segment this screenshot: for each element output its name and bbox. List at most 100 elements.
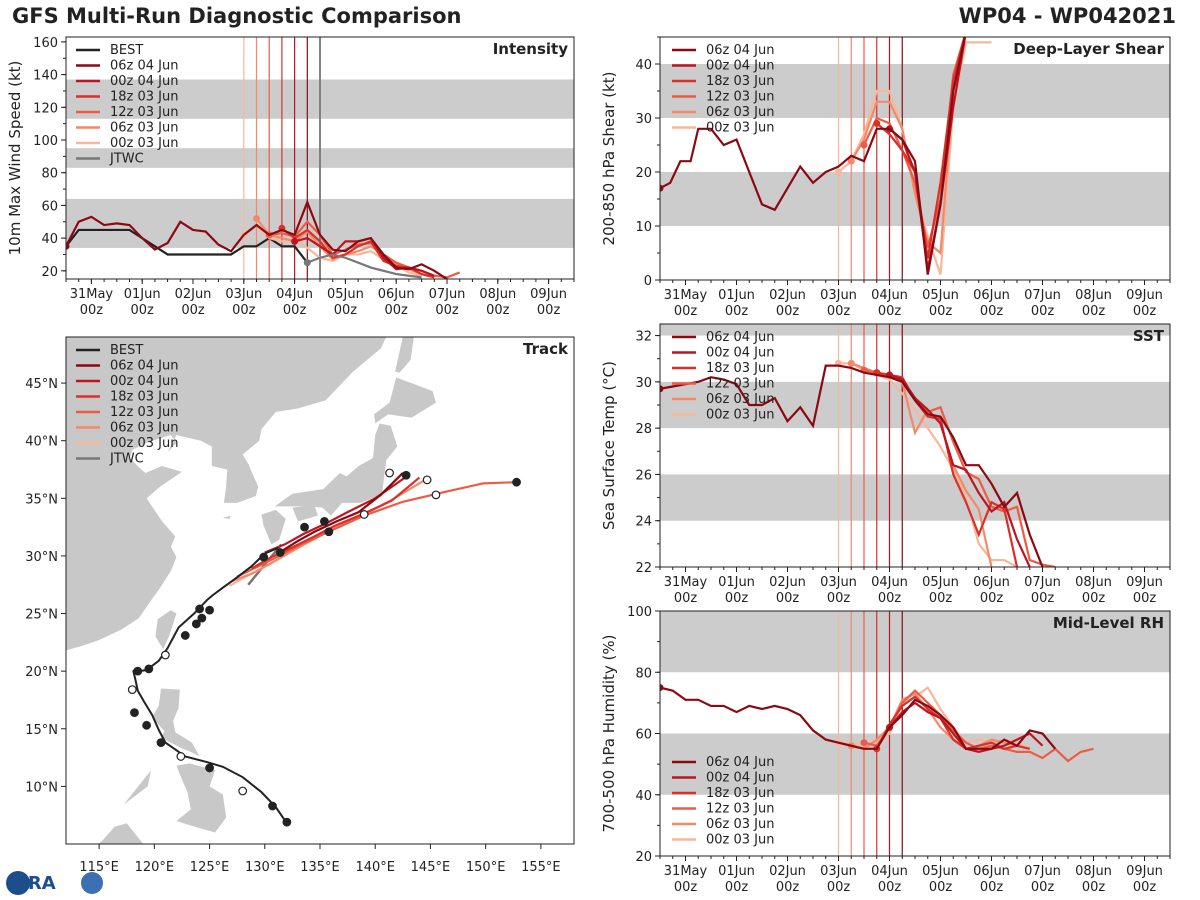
rh-xtick-label: 01Jun (718, 864, 755, 879)
borneo-land (66, 823, 144, 844)
intensity-plot-area (66, 37, 574, 279)
rh-xtick-label: 08Jun (1075, 864, 1112, 879)
rh-xtick-label: 07Jun (1024, 864, 1061, 879)
honshu-land (274, 423, 398, 516)
shear-legend-entry: 00z 03 Jun (706, 121, 775, 136)
sst-ytick-label: 24 (635, 515, 652, 530)
rh-xtick-label: 00z (929, 880, 953, 895)
shear-xtick-label: 02Jun (769, 288, 806, 303)
track-best-point (133, 666, 143, 676)
sst-xtick-label: 31May (664, 575, 708, 590)
rh-legend-entry: 00z 04 Jun (706, 771, 775, 786)
shear-legend-entry: 12z 03 Jun (706, 90, 775, 105)
intensity-panel-title: Intensity (493, 40, 569, 58)
sst-xtick-label: 00z (1082, 591, 1106, 606)
track-best-point (176, 752, 186, 761)
track-legend-entry: 06z 04 Jun (110, 359, 179, 374)
mainland-land (66, 337, 387, 651)
intensity-legend-entry: 00z 04 Jun (110, 74, 179, 89)
intensity-legend-entry: 18z 03 Jun (110, 90, 179, 105)
logo-text: CIRA (8, 873, 56, 894)
shear-xtick-label: 09Jun (1126, 288, 1163, 303)
track-best-point (180, 631, 190, 640)
rh-xtick-label: 00z (1031, 880, 1055, 895)
sst-xtick-label: 00z (1133, 591, 1157, 606)
shear-series-06z-04-Jun (660, 37, 966, 275)
sst-legend-entry: 06z 04 Jun (706, 330, 775, 345)
rh-xtick-label: 00z (980, 880, 1004, 895)
intensity-init-point-06z-04-Jun (66, 242, 70, 250)
shear-xtick-label: 01Jun (718, 288, 755, 303)
shikoku-land (292, 505, 318, 522)
shear-init-point-12z-03-Jun (860, 141, 868, 149)
sst-init-point-06z-04-Jun (660, 385, 664, 393)
sst-ytick-label: 30 (635, 376, 652, 391)
sst-ytick-label: 32 (635, 330, 652, 345)
track-ytick-label: 40°N (25, 435, 58, 450)
sst-plot-area (660, 324, 1170, 567)
track-best-point (238, 786, 248, 796)
intensity-xtick-label: 02Jun (175, 287, 212, 302)
shear-init-point-18z-03-Jun (873, 119, 881, 127)
sst-xtick-label: 00z (725, 591, 749, 606)
track-legend-entry: JTWC (109, 452, 144, 467)
track-best-point (300, 522, 309, 532)
shear-xtick-label: 00z (674, 304, 698, 319)
track-best-point (401, 470, 411, 480)
shear-legend-entry: 18z 03 Jun (706, 74, 775, 89)
track-ytick-label: 10°N (25, 780, 58, 795)
sst-xtick-label: 02Jun (769, 575, 806, 590)
shear-xtick-label: 00z (929, 304, 953, 319)
shear-plot-area (660, 37, 1170, 280)
sst-xtick-label: 07Jun (1024, 575, 1061, 590)
shear-ytick-label: 40 (635, 58, 652, 73)
intensity-xtick-label: 01Jun (124, 287, 161, 302)
track-best-point (268, 801, 277, 811)
shear-xtick-label: 00z (1031, 304, 1055, 319)
intensity-xtick-label: 00z (435, 303, 459, 318)
rh-plot-area (660, 611, 1170, 856)
rh-band-1 (660, 611, 1170, 673)
rh-xtick-label: 00z (725, 880, 749, 895)
rh-init-point-12z-03-Jun (860, 739, 868, 747)
rh-xtick-label: 00z (776, 880, 800, 895)
intensity-xtick-label: 00z (537, 303, 561, 318)
sst-ylabel: Sea Surface Temp (°C) (600, 361, 618, 530)
intensity-xtick-label: 04Jun (276, 287, 313, 302)
rh-xtick-label: 00z (827, 880, 851, 895)
track-xtick-label: 150°E (466, 860, 506, 875)
rh-xtick-label: 09Jun (1126, 864, 1163, 879)
shear-panel-title: Deep-Layer Shear (1013, 40, 1164, 58)
track-ytick-label: 15°N (25, 723, 58, 738)
visayas-land (176, 763, 227, 833)
sst-series-06z-04-Jun (660, 364, 1044, 567)
palawan-land (123, 770, 152, 805)
sst-xtick-label: 00z (674, 591, 698, 606)
intensity-xtick-label: 03Jun (225, 287, 262, 302)
track-ytick-label: 25°N (25, 608, 58, 623)
track-legend-entry: 00z 04 Jun (110, 374, 179, 389)
track-legend-entry: BEST (110, 343, 143, 358)
intensity-ytick-label: 80 (41, 167, 58, 182)
rh-legend-entry: 18z 03 Jun (706, 786, 775, 801)
sst-xtick-label: 00z (929, 591, 953, 606)
intensity-legend-entry: JTWC (109, 152, 144, 167)
track-xtick-label: 140°E (355, 860, 395, 875)
rh-legend-entry: 06z 04 Jun (706, 755, 775, 770)
intensity-ylabel: 10m Max Wind Speed (kt) (6, 61, 24, 256)
rh-xtick-label: 00z (1082, 880, 1106, 895)
track-run-12z-03-Jun (236, 481, 517, 578)
shear-legend-entry: 00z 04 Jun (706, 59, 775, 74)
intensity-xtick-label: 06Jun (378, 287, 415, 302)
track-best-point (142, 720, 152, 730)
intensity-init-point-00z-04-Jun (291, 237, 299, 245)
sakhalin-land (395, 337, 414, 373)
track-best-point (205, 763, 214, 773)
intensity-xtick-label: 08Jun (479, 287, 516, 302)
sst-xtick-label: 00z (776, 591, 800, 606)
